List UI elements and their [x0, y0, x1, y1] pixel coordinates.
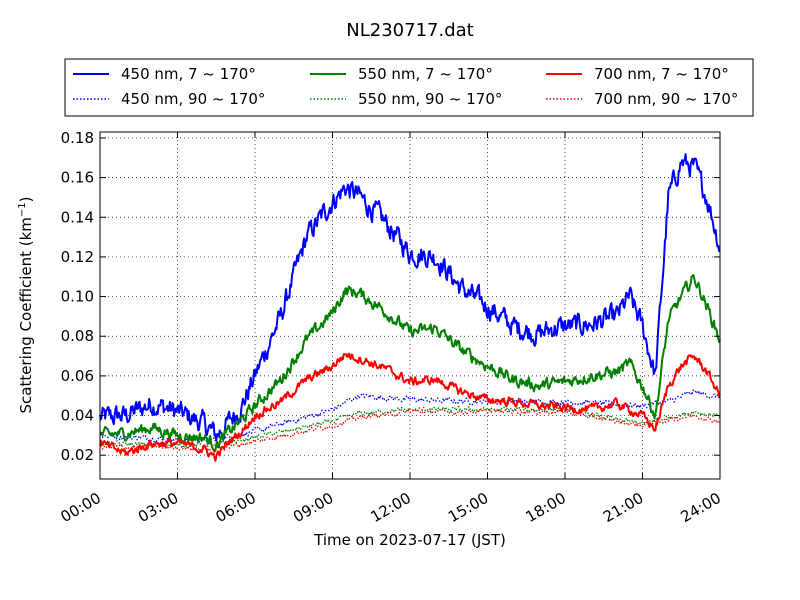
series-layer [99, 153, 721, 462]
legend-label: 550 nm, 90 ~ 170° [358, 90, 502, 108]
chart-title: NL230717.dat [346, 20, 473, 41]
x-axis-label: Time on 2023-07-17 (JST) [313, 531, 506, 549]
grid [100, 132, 720, 479]
legend: 450 nm, 7 ~ 170° 450 nm, 90 ~ 170° 550 nm,… [64, 58, 754, 117]
y-tick-label: 0.18 [61, 129, 94, 147]
y-tick-label: 0.06 [61, 367, 94, 385]
y-axis-label-sup: −1 [17, 202, 28, 217]
y-tick-label: 0.02 [61, 446, 94, 464]
y-axis-label-main: Scattering Coefficient (km [17, 217, 35, 413]
series-line-0 [99, 153, 721, 442]
y-axis-label: Scattering Coefficient (km−1) [17, 196, 35, 413]
series-line-5 [99, 407, 721, 452]
y-axis-label-end: ) [17, 196, 35, 202]
y-tick-label: 0.10 [61, 288, 94, 306]
y-tick-label: 0.16 [61, 169, 94, 187]
y-tick-label: 0.08 [61, 327, 94, 345]
y-tick-label: 0.04 [61, 407, 94, 425]
legend-label: 450 nm, 90 ~ 170° [121, 90, 265, 108]
y-tick-label: 0.14 [61, 208, 94, 226]
series-line-4 [99, 352, 721, 462]
y-tick-label: 0.12 [61, 248, 94, 266]
legend-label: 700 nm, 90 ~ 170° [594, 90, 738, 108]
legend-label: 700 nm, 7 ~ 170° [594, 65, 729, 83]
legend-label: 550 nm, 7 ~ 170° [358, 65, 493, 83]
series-line-2 [99, 273, 721, 453]
legend-label: 450 nm, 7 ~ 170° [121, 65, 256, 83]
series-line-3 [99, 405, 721, 449]
